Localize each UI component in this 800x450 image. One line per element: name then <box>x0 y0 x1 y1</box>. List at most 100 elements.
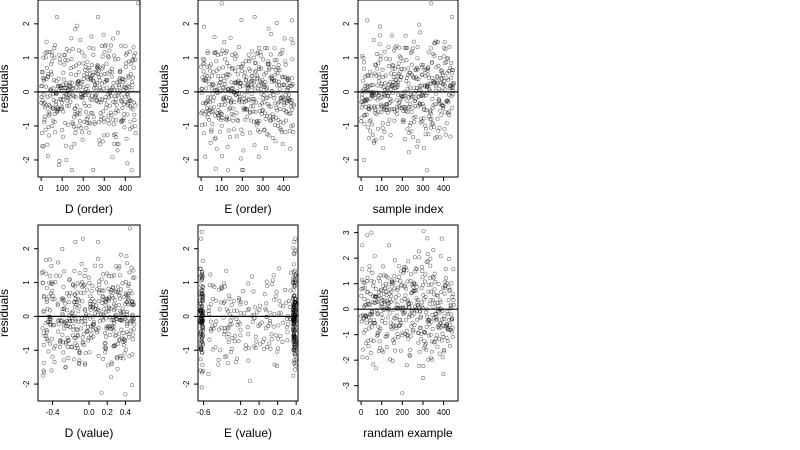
data-point <box>246 281 251 286</box>
data-point <box>62 326 67 331</box>
data-point <box>412 255 417 260</box>
data-point <box>199 283 204 288</box>
data-point <box>60 134 65 139</box>
data-point <box>60 247 65 252</box>
data-point <box>438 55 443 60</box>
data-point <box>428 355 433 360</box>
data-point <box>63 365 68 370</box>
data-point <box>240 100 245 105</box>
data-point <box>94 81 99 86</box>
data-point <box>366 125 371 130</box>
data-point <box>231 113 236 118</box>
data-point <box>270 112 275 117</box>
data-point <box>251 99 256 104</box>
data-point <box>421 145 426 150</box>
data-point <box>275 124 280 129</box>
data-point <box>377 328 382 333</box>
data-point <box>260 339 265 344</box>
data-point <box>267 66 272 71</box>
data-point <box>252 79 257 84</box>
data-point <box>77 112 82 117</box>
data-point <box>75 345 80 350</box>
data-point <box>219 286 224 291</box>
data-point <box>264 87 269 92</box>
data-point <box>123 392 128 397</box>
data-point <box>404 75 409 80</box>
data-point <box>429 111 434 116</box>
data-point <box>247 57 252 62</box>
data-point <box>271 65 276 70</box>
data-point <box>42 117 47 122</box>
data-point <box>407 123 412 128</box>
data-point <box>260 107 265 112</box>
y-tick-label: -2 <box>342 356 351 364</box>
data-point <box>40 70 45 75</box>
data-point <box>222 40 227 45</box>
data-point <box>270 136 275 141</box>
data-point <box>446 298 451 303</box>
y-tick-label: 0 <box>342 89 351 94</box>
data-point <box>227 72 232 77</box>
data-point <box>88 324 93 329</box>
data-point <box>380 264 385 269</box>
data-point <box>251 104 256 109</box>
data-point <box>233 334 238 339</box>
data-point <box>283 118 288 123</box>
data-point <box>228 322 233 327</box>
data-point <box>293 353 298 358</box>
data-point <box>100 66 105 71</box>
data-point <box>126 296 131 301</box>
data-point <box>292 300 297 305</box>
data-point <box>69 36 74 41</box>
data-point <box>406 336 411 341</box>
data-point <box>389 107 394 112</box>
data-point <box>288 146 293 151</box>
data-point <box>380 316 385 321</box>
data-point <box>199 303 204 308</box>
data-point <box>361 55 366 60</box>
data-point <box>213 50 218 55</box>
data-point <box>44 299 49 304</box>
data-point <box>117 337 122 342</box>
data-point <box>133 103 138 108</box>
data-point <box>253 345 258 350</box>
data-point <box>91 168 96 173</box>
data-point <box>130 318 135 323</box>
data-point <box>207 117 212 122</box>
data-point <box>383 94 388 99</box>
data-point <box>359 115 364 120</box>
data-point <box>293 280 298 285</box>
data-point <box>398 279 403 284</box>
data-point <box>374 51 379 56</box>
data-point <box>359 119 364 124</box>
data-point <box>392 336 397 341</box>
data-point <box>90 305 95 310</box>
data-point <box>216 357 221 362</box>
data-point <box>122 337 127 342</box>
data-point <box>256 323 261 328</box>
data-point <box>216 74 221 79</box>
data-point <box>44 50 49 55</box>
data-point <box>371 82 376 87</box>
data-point <box>444 323 449 328</box>
data-point <box>96 68 101 73</box>
data-point <box>247 66 252 71</box>
data-point <box>447 343 452 348</box>
data-point <box>360 243 365 248</box>
data-point <box>129 148 134 153</box>
data-point <box>118 309 123 314</box>
data-point <box>66 355 71 360</box>
data-point <box>402 104 407 109</box>
data-point <box>71 327 76 332</box>
y-tick-label: -1 <box>342 122 351 130</box>
x-tick-label: 100 <box>215 184 229 193</box>
data-point <box>227 64 232 69</box>
data-point <box>211 82 216 87</box>
data-point <box>414 67 419 72</box>
data-point <box>112 141 117 146</box>
y-tick-label: -1 <box>182 122 191 130</box>
y-tick-label: 0 <box>182 89 191 94</box>
data-point <box>206 76 211 81</box>
data-point <box>56 260 61 265</box>
data-point <box>404 328 409 333</box>
